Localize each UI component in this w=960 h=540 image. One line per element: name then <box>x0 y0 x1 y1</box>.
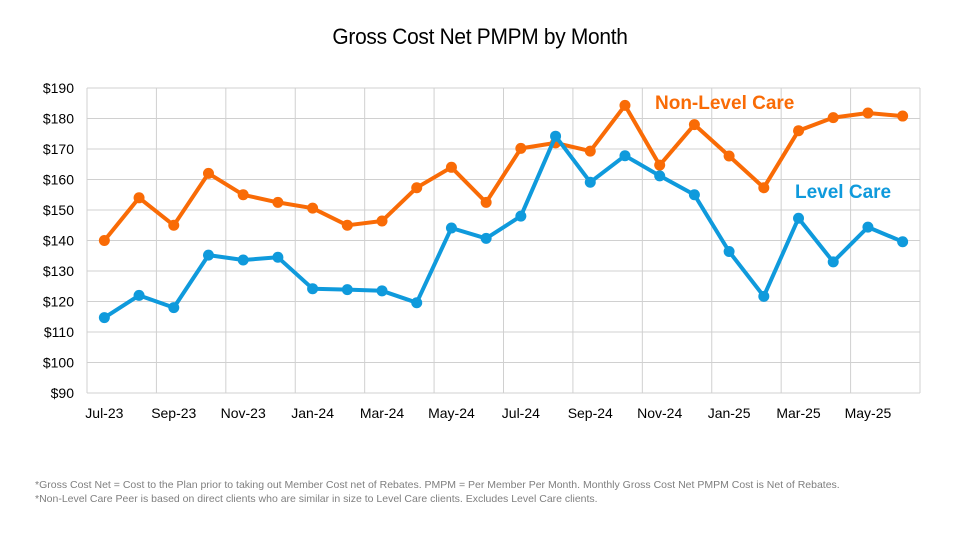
data-point <box>827 256 839 268</box>
series-lines <box>98 99 909 324</box>
y-axis-tick-labels: $90 $100 $110 $120 $130 $140 $150 $160 $170 $180 $… <box>43 80 74 401</box>
x-tick-label: Jul-23 <box>85 405 123 421</box>
y-tick-label: $100 <box>43 355 74 371</box>
data-point <box>654 170 666 182</box>
data-point <box>793 125 805 137</box>
data-point <box>793 212 805 224</box>
data-point <box>133 289 145 301</box>
data-point <box>897 236 909 248</box>
x-tick-label: Jan-25 <box>708 405 751 421</box>
data-point <box>272 196 284 208</box>
data-point <box>723 150 735 162</box>
x-tick-label: May-25 <box>845 405 892 421</box>
data-point <box>584 176 596 188</box>
data-point <box>237 189 249 201</box>
data-point <box>619 99 631 111</box>
data-point <box>341 219 353 231</box>
data-point <box>376 285 388 297</box>
y-tick-label: $140 <box>43 233 74 249</box>
series-label-level-care: Level Care <box>795 182 891 203</box>
data-point <box>862 221 874 233</box>
data-point <box>688 189 700 201</box>
y-tick-label: $160 <box>43 172 74 188</box>
x-tick-label: Nov-24 <box>637 405 682 421</box>
data-point <box>550 130 562 142</box>
data-point <box>133 192 145 204</box>
data-point <box>202 167 214 179</box>
x-tick-label: May-24 <box>428 405 475 421</box>
data-point <box>307 202 319 214</box>
x-tick-label: Sep-24 <box>568 405 613 421</box>
data-point <box>202 249 214 261</box>
data-point <box>897 110 909 122</box>
x-tick-label: Jan-24 <box>291 405 334 421</box>
data-point <box>411 297 423 309</box>
data-point <box>445 161 457 173</box>
y-tick-label: $120 <box>43 294 74 310</box>
footnote-1: *Gross Cost Net = Cost to the Plan prior… <box>35 479 840 491</box>
data-point <box>758 290 770 302</box>
footnote-2: *Non-Level Care Peer is based on direct … <box>35 493 598 505</box>
gridlines <box>86 87 921 394</box>
data-point <box>758 182 770 194</box>
series-line-level-care <box>102 134 905 320</box>
data-point <box>515 210 527 222</box>
series-labels: Non-Level Care Level Care <box>655 93 891 203</box>
y-tick-label: $170 <box>43 141 74 157</box>
footnotes: *Gross Cost Net = Cost to the Plan prior… <box>35 478 935 506</box>
x-tick-label: Nov-23 <box>221 405 266 421</box>
y-tick-label: $130 <box>43 263 74 279</box>
data-point <box>723 245 735 257</box>
data-point <box>341 284 353 296</box>
data-point <box>688 119 700 131</box>
x-tick-label: Mar-25 <box>776 405 821 421</box>
data-point <box>827 112 839 124</box>
data-point <box>98 312 110 324</box>
y-tick-label: $150 <box>43 202 74 218</box>
x-tick-label: Sep-23 <box>151 405 196 421</box>
data-point <box>272 251 284 263</box>
data-point <box>237 254 249 266</box>
data-point <box>376 215 388 227</box>
data-point <box>584 145 596 157</box>
data-point <box>515 142 527 154</box>
data-point <box>168 219 180 231</box>
data-point <box>480 196 492 208</box>
data-point <box>445 222 457 234</box>
data-point <box>307 283 319 295</box>
y-tick-label: $110 <box>44 324 74 340</box>
data-point <box>168 302 180 314</box>
x-axis-tick-labels: Jul-23 Sep-23 Nov-23 Jan-24 Mar-24 May-24 Jul-… <box>85 405 891 421</box>
series-line-non-level-care <box>102 103 905 243</box>
data-point <box>98 235 110 246</box>
data-point <box>862 107 874 119</box>
data-point <box>654 159 666 171</box>
y-tick-label: $180 <box>43 111 74 127</box>
chart-title: Gross Cost Net PMPM by Month <box>332 24 628 49</box>
data-point <box>480 232 492 244</box>
data-point <box>411 182 423 194</box>
data-point <box>619 150 631 162</box>
y-tick-label: $90 <box>51 385 75 401</box>
series-label-non-level-care: Non-Level Care <box>655 93 794 114</box>
x-tick-label: Mar-24 <box>360 405 405 421</box>
y-tick-label: $190 <box>43 80 74 96</box>
x-tick-label: Jul-24 <box>502 405 540 421</box>
series-level-care <box>98 130 909 324</box>
